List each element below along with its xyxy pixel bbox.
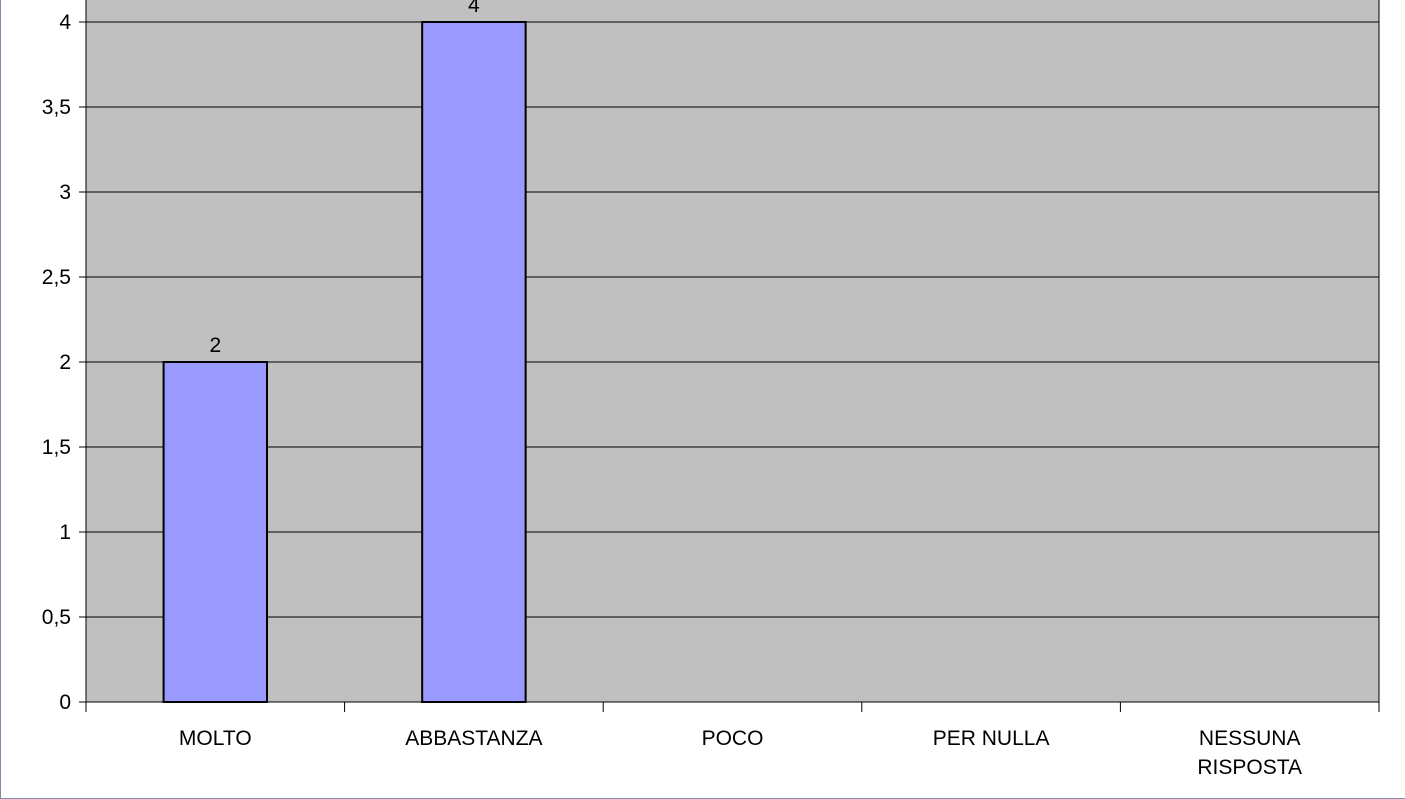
x-category-label-line: PER NULLA xyxy=(933,727,1050,750)
x-category-label: ABBASTANZA xyxy=(405,727,542,750)
y-tick-label: 1,5 xyxy=(42,436,71,459)
plot-area xyxy=(86,0,1379,702)
x-category-label-line: ABBASTANZA xyxy=(405,727,542,750)
y-tick-label: 1 xyxy=(59,521,71,544)
y-tick-label: 3 xyxy=(59,181,71,204)
data-label: 4 xyxy=(468,0,480,17)
bar-abbastanza xyxy=(421,21,527,703)
x-category-label-line: NESSUNA xyxy=(1199,727,1301,750)
x-category-label: PER NULLA xyxy=(933,727,1050,750)
bar-molto xyxy=(162,361,269,703)
x-category-label-line: POCO xyxy=(702,727,764,750)
x-category-label-line: RISPOSTA xyxy=(1197,756,1302,779)
x-category-label: POCO xyxy=(702,727,764,750)
y-tick-label: 4 xyxy=(59,11,71,34)
y-tick-label: 3,5 xyxy=(42,96,71,119)
data-label: 2 xyxy=(209,334,221,357)
x-category-label-line: MOLTO xyxy=(179,727,252,750)
y-tick-label: 2,5 xyxy=(42,266,71,289)
x-category-label: NESSUNA RISPOSTA xyxy=(1197,727,1302,779)
y-tick-label: 0,5 xyxy=(42,606,71,629)
x-category-label: MOLTO xyxy=(179,727,252,750)
y-tick-label: 2 xyxy=(59,351,71,374)
y-tick-label: 0 xyxy=(59,691,71,714)
